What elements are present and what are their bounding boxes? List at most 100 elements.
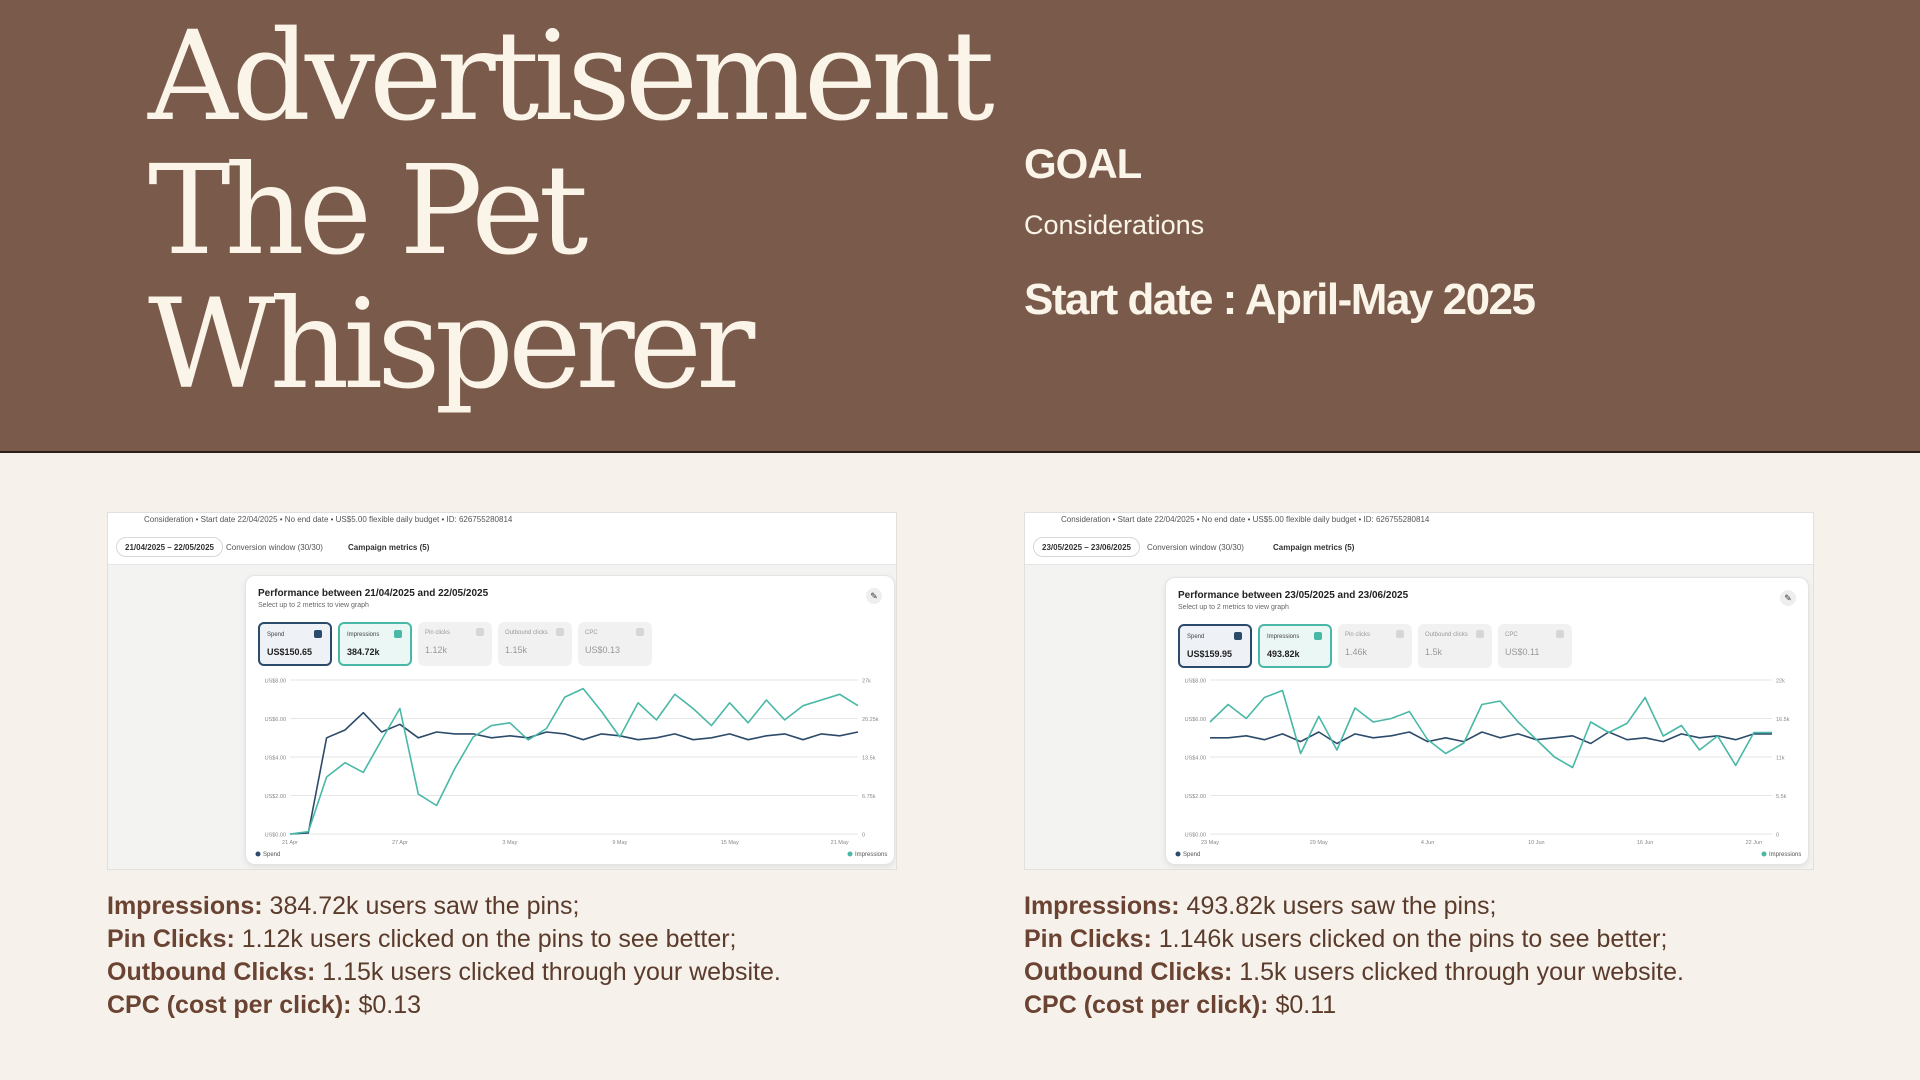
campaign-metrics-button[interactable]: Campaign metrics (5) [1273,543,1355,552]
checkbox-icon [1476,630,1484,638]
date-range-button[interactable]: 23/05/2025 – 23/06/2025 [1033,537,1140,557]
goal-value: Considerations [1024,210,1205,240]
start-date: Start date : April-May 2025 [1024,275,1536,324]
metric-card-spend[interactable]: Spend US$150.65 [258,622,332,666]
series-line-spend [1210,731,1772,745]
metric-card-cpc[interactable]: CPC US$0.13 [578,622,652,666]
metric-label: Spend [267,632,285,638]
metric-label: Impressions [1267,634,1300,640]
legend-dot-impressions [1761,851,1767,857]
y-tick-label-left: US$4.00 [1185,756,1206,762]
stat-key: Impressions: [1024,892,1180,920]
stats-summary-left: Impressions: 384.72k users saw the pins;… [107,890,781,1022]
metric-card-spend[interactable]: Spend US$159.95 [1178,624,1252,668]
metric-card-pin-clicks[interactable]: Pin clicks 1.12k [418,622,492,666]
metric-label: Spend [1187,634,1205,640]
y-tick-label-right: 0 [1776,833,1779,839]
stat-key: Outbound Clicks: [107,958,316,986]
legend-dot-spend [1175,851,1181,857]
x-tick-label: 10 Jun [1528,840,1545,846]
metric-card-impressions[interactable]: Impressions 493.82k [1258,624,1332,668]
stat-key: Pin Clicks: [1024,925,1152,953]
metric-value: 493.82k [1267,649,1300,659]
y-tick-label-right: 6.75k [862,794,876,800]
checkbox-icon [636,628,644,636]
campaign-screenshot-may-june: Consideration • Start date 22/04/2025 • … [1024,512,1814,870]
stat-text: $0.11 [1268,991,1337,1019]
panel-subtitle: Select up to 2 metrics to view graph [1178,604,1289,611]
header-banner: Advertisement The Pet Whisperer GOAL Con… [0,0,1920,453]
y-tick-label-left: US$6.00 [1185,717,1206,723]
y-tick-label-right: 20.25k [862,717,879,723]
y-tick-label-left: US$0.00 [1185,833,1206,839]
metric-card-outbound-clicks[interactable]: Outbound clicks 1.15k [498,622,572,666]
title-line: The Pet [148,139,588,283]
title-line: Whisperer [148,273,755,417]
date-range-button[interactable]: 21/04/2025 – 22/05/2025 [116,537,223,557]
performance-panel: Performance between 23/05/2025 and 23/06… [1165,577,1809,865]
edit-pencil-icon[interactable]: ✎ [866,588,882,604]
metric-value: US$150.65 [267,647,313,657]
y-tick-label-left: US$2.00 [1185,794,1206,800]
y-tick-label-right: 13.5k [862,756,876,762]
legend-label-impressions: Impressions [1769,852,1801,858]
legend-dot-spend [255,851,261,857]
x-tick-label: 3 May [502,840,517,846]
checkbox-icon [556,628,564,636]
x-tick-label: 21 May [831,840,849,846]
y-tick-label-right: 11k [1776,756,1785,762]
legend-label-spend: Spend [263,852,280,858]
checkbox-icon [1314,632,1322,640]
stat-key: Outbound Clicks: [1024,958,1233,986]
title-line: Advertisement [148,5,995,149]
metric-value: US$0.13 [585,645,621,655]
performance-line-chart: US$0.00 0 US$2.00 6.75k US$4.00 13.5k US$6.00 2… [255,679,887,858]
stat-outbound-clicks: Outbound Clicks: 1.5k users clicked thro… [1024,956,1684,989]
stat-text: 1.15k users clicked through your website… [315,958,781,986]
stat-cpc: CPC (cost per click): $0.13 [107,989,781,1022]
series-line-impressions [289,687,859,835]
stat-key: Impressions: [107,892,263,920]
campaign-metrics-button[interactable]: Campaign metrics (5) [348,543,430,552]
goal-label: GOAL [1024,140,1142,187]
y-tick-label-left: US$0.00 [265,833,286,839]
metric-label: Pin clicks [425,630,451,636]
checkbox-icon [1556,630,1564,638]
metric-value: 1.12k [425,645,448,655]
y-tick-label-right: 22k [1776,679,1785,685]
legend-label-impressions: Impressions [855,852,887,858]
edit-pencil-icon[interactable]: ✎ [1780,590,1796,606]
metric-card-cpc[interactable]: CPC US$0.11 [1498,624,1572,668]
goal-block: GOAL Considerations Start date : April-M… [1024,140,1536,325]
conversion-window-button[interactable]: Conversion window (30/30) [226,543,323,552]
conversion-window-button[interactable]: Conversion window (30/30) [1147,543,1244,552]
checkbox-icon [476,628,484,636]
checkbox-icon [314,630,322,638]
stat-outbound-clicks: Outbound Clicks: 1.15k users clicked thr… [107,956,781,989]
stat-impressions: Impressions: 493.82k users saw the pins; [1024,890,1684,923]
stat-pin-clicks: Pin Clicks: 1.12k users clicked on the p… [107,923,781,956]
y-tick-label-left: US$8.00 [1185,679,1206,685]
campaign-info-line: Consideration • Start date 22/04/2025 • … [1061,515,1430,524]
y-tick-label-left: US$6.00 [265,717,286,723]
performance-line-chart: US$0.00 0 US$2.00 5.5k US$4.00 11k US$6.00 16.5… [1175,679,1801,858]
metric-label: CPC [1505,632,1518,638]
y-tick-label-right: 27k [862,679,871,685]
legend-dot-impressions [847,851,853,857]
series-line-impressions [1209,689,1772,769]
x-tick-label: 21 Apr [282,840,298,846]
metric-label: Outbound clicks [1425,632,1468,638]
stat-cpc: CPC (cost per click): $0.11 [1024,989,1684,1022]
x-tick-label: 23 May [1201,840,1219,846]
metric-card-outbound-clicks[interactable]: Outbound clicks 1.5k [1418,624,1492,668]
campaign-screenshot-april-may: Consideration • Start date 22/04/2025 • … [107,512,897,870]
campaign-topbar: Consideration • Start date 22/04/2025 • … [108,513,896,565]
y-tick-label-left: US$8.00 [265,679,286,685]
y-tick-label-left: US$2.00 [265,794,286,800]
metric-card-pin-clicks[interactable]: Pin clicks 1.46k [1338,624,1412,668]
metric-label: CPC [585,630,598,636]
x-tick-label: 29 May [1310,840,1328,846]
stat-text: 493.82k users saw the pins; [1179,892,1497,920]
stat-text: 1.12k users clicked on the pins to see b… [234,925,737,953]
metric-card-impressions[interactable]: Impressions 384.72k [338,622,412,666]
